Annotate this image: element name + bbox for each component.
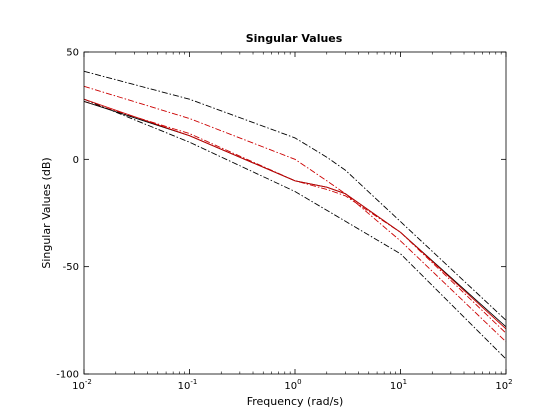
- x-tick-base: 10: [495, 381, 508, 392]
- series-line-6: [84, 98, 506, 330]
- x-tick-base: 10: [390, 381, 403, 392]
- series-line-4: [84, 100, 506, 334]
- y-tick-label: 50: [66, 48, 79, 59]
- x-tick-exponent: 0: [297, 378, 301, 386]
- x-tick-label: 102: [495, 378, 512, 392]
- y-tick-label: -100: [56, 370, 79, 381]
- y-tick-label: -50: [63, 262, 79, 273]
- x-tick-base: 10: [178, 381, 191, 392]
- x-tick-label: 10-2: [72, 378, 92, 392]
- y-tick-label: 0: [73, 155, 79, 166]
- x-tick-exponent: 1: [403, 378, 407, 386]
- x-tick-base: 10: [72, 381, 85, 392]
- series-line-2: [84, 98, 506, 360]
- x-axis-label: Frequency (rad/s): [247, 395, 344, 408]
- x-tick-label: 100: [284, 378, 301, 392]
- chart-title: Singular Values: [246, 32, 343, 45]
- x-tick-exponent: 2: [508, 378, 512, 386]
- x-tick-exponent: -2: [85, 378, 92, 386]
- x-tick-label: 101: [390, 378, 407, 392]
- y-axis-label: Singular Values (dB): [40, 157, 53, 268]
- x-tick-base: 10: [284, 381, 297, 392]
- series-line-1: [84, 70, 506, 321]
- x-tick-exponent: -1: [190, 378, 197, 386]
- series-line-3: [84, 85, 506, 343]
- x-tick-label: 10-1: [178, 378, 198, 392]
